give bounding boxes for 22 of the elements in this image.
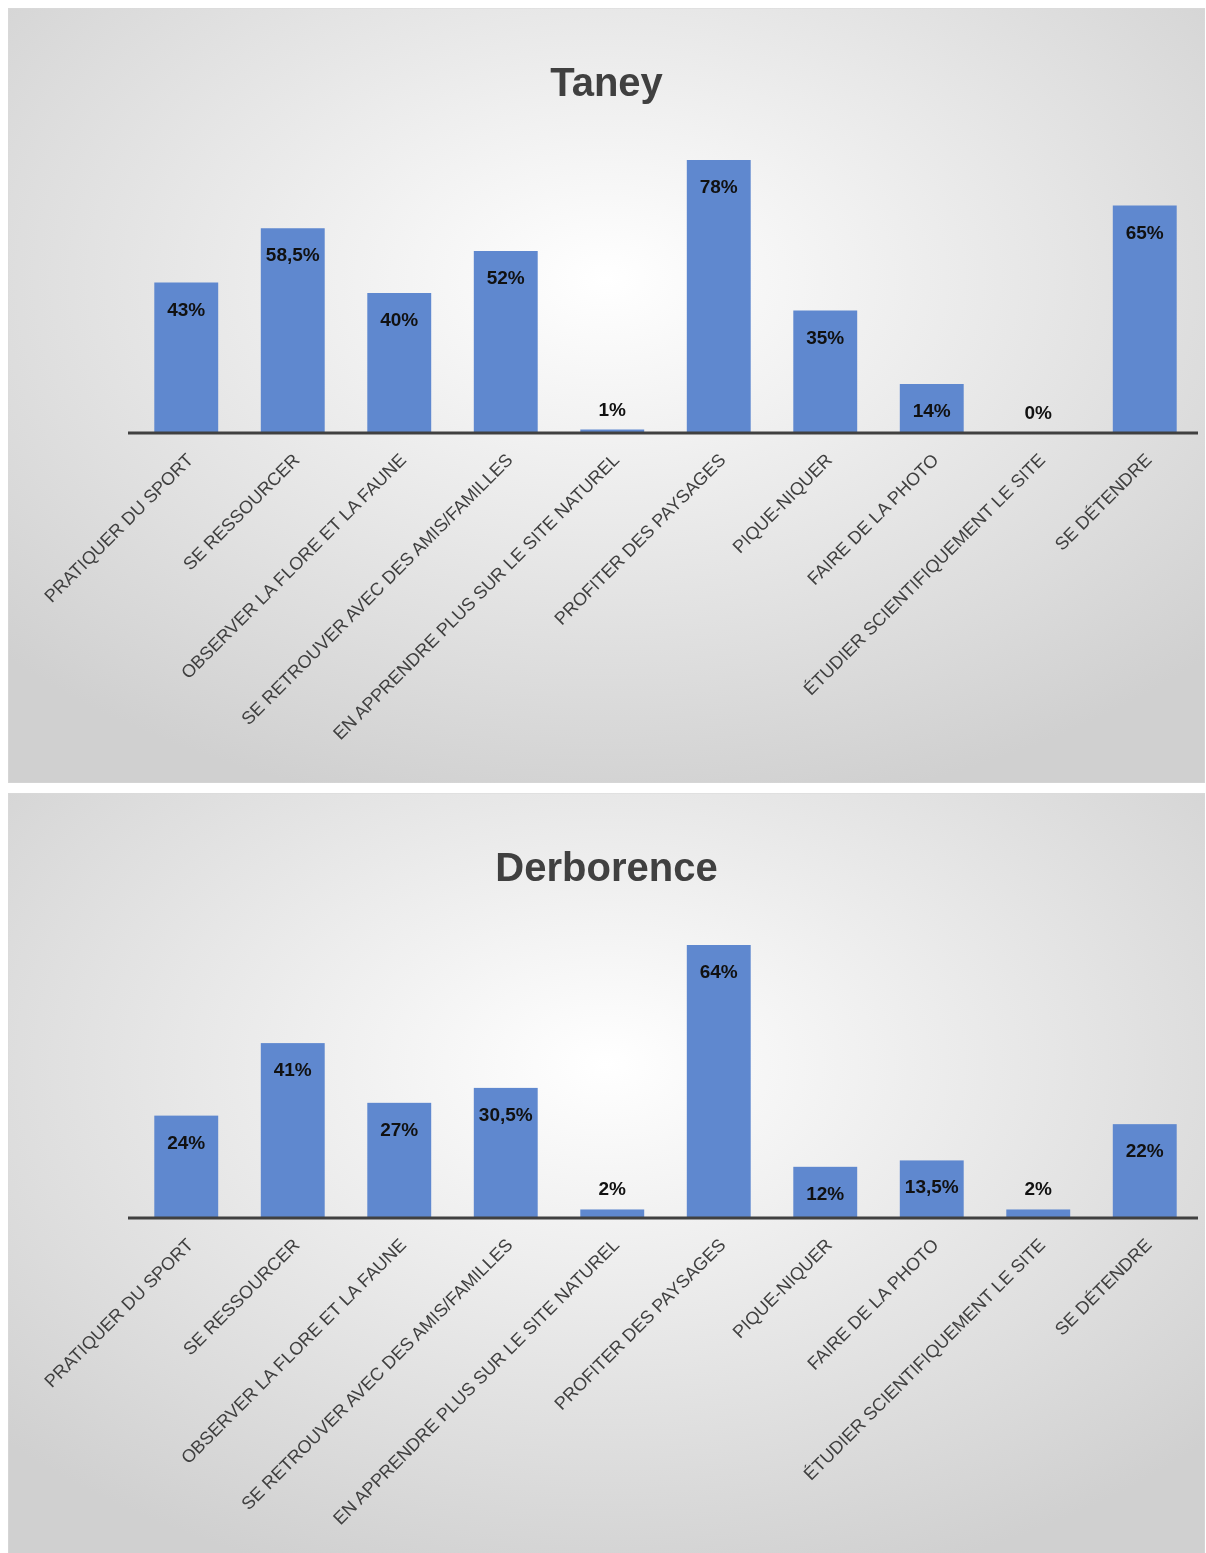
data-label: 78% <box>699 176 738 197</box>
data-label: 24% <box>167 1131 206 1153</box>
data-label: 2% <box>1024 1178 1053 1200</box>
chart-title: Derborence <box>495 845 718 889</box>
data-label: 58,5% <box>265 244 320 266</box>
data-label: 52% <box>486 267 525 288</box>
data-label: 41% <box>273 1059 312 1081</box>
chart-title: Taney <box>550 60 664 104</box>
data-label: 43% <box>167 298 206 320</box>
data-label: 0% <box>1024 402 1053 423</box>
data-label: 14% <box>912 400 951 421</box>
data-label: 22% <box>1125 1140 1164 1162</box>
data-label: 27% <box>380 1118 419 1140</box>
data-label: 12% <box>806 1182 845 1204</box>
data-label: 65% <box>1125 221 1164 243</box>
data-label: 2% <box>598 1178 627 1200</box>
data-label: 1% <box>598 398 627 420</box>
data-label: 35% <box>806 326 845 348</box>
data-label: 30,5% <box>478 1103 533 1125</box>
data-label: 40% <box>380 309 419 330</box>
data-label: 13,5% <box>904 1176 959 1198</box>
data-label: 64% <box>699 961 738 982</box>
